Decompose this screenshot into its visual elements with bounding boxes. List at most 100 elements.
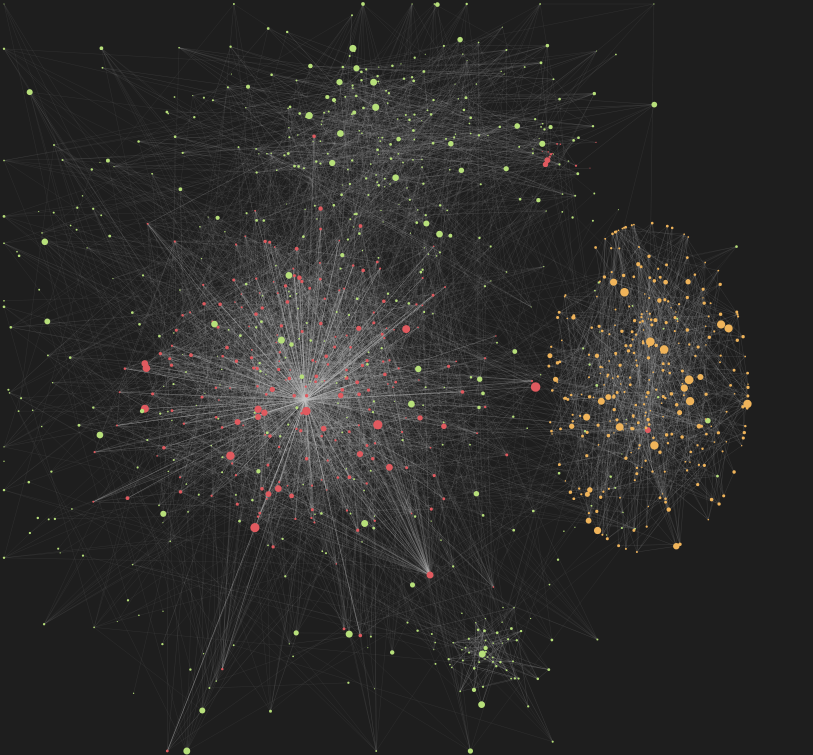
edge xyxy=(254,453,361,528)
edge xyxy=(211,307,242,496)
node xyxy=(286,484,289,487)
edge xyxy=(147,136,315,225)
edge xyxy=(144,361,457,364)
edge xyxy=(163,322,374,449)
edge xyxy=(315,381,350,478)
edge xyxy=(291,360,390,497)
edge xyxy=(259,292,306,401)
edge xyxy=(176,307,242,331)
edge xyxy=(116,386,306,426)
edge xyxy=(321,382,358,480)
edge xyxy=(357,429,648,531)
edge xyxy=(301,331,435,476)
edge xyxy=(219,304,267,499)
node xyxy=(323,379,326,382)
edge xyxy=(254,210,376,521)
edge xyxy=(218,346,335,401)
edge xyxy=(273,281,279,294)
edge xyxy=(326,270,364,490)
edge xyxy=(160,353,407,468)
edge xyxy=(160,353,419,381)
edge xyxy=(266,376,317,395)
edge xyxy=(236,360,360,395)
edge xyxy=(259,292,306,401)
node xyxy=(357,392,361,397)
edge xyxy=(287,301,341,396)
edge xyxy=(237,495,292,505)
edge xyxy=(231,399,306,464)
edge xyxy=(212,321,341,396)
edge xyxy=(264,241,306,401)
edge xyxy=(234,301,327,357)
edge xyxy=(304,399,370,410)
edge xyxy=(311,337,385,486)
edge xyxy=(264,261,378,413)
edge xyxy=(326,361,457,491)
edge xyxy=(360,225,376,444)
edge xyxy=(304,312,374,401)
node xyxy=(356,325,362,331)
edge xyxy=(335,270,364,337)
edge xyxy=(266,394,307,412)
edge xyxy=(219,304,253,351)
edge xyxy=(179,463,233,478)
edge xyxy=(291,290,340,496)
edge xyxy=(94,432,478,453)
edge xyxy=(276,342,384,362)
node xyxy=(231,462,234,465)
edge xyxy=(315,268,381,362)
edge xyxy=(301,281,336,337)
edge xyxy=(266,394,296,519)
edge xyxy=(119,391,378,426)
edge xyxy=(276,342,445,427)
edge xyxy=(272,432,478,548)
edge xyxy=(278,364,329,483)
edge xyxy=(358,394,376,521)
edge xyxy=(304,136,315,401)
node xyxy=(283,284,288,288)
node xyxy=(318,261,321,264)
edge xyxy=(352,265,445,499)
edge xyxy=(257,293,279,408)
node xyxy=(240,306,243,309)
edge xyxy=(167,530,358,752)
edge xyxy=(174,241,263,309)
edge xyxy=(315,357,486,363)
edge xyxy=(171,346,335,366)
edge xyxy=(278,446,292,496)
edge xyxy=(337,360,390,478)
edge xyxy=(476,386,536,434)
edge xyxy=(285,379,403,433)
edge xyxy=(261,409,370,490)
node xyxy=(278,480,281,484)
edge xyxy=(289,378,306,401)
edge xyxy=(215,336,336,388)
edge xyxy=(266,361,280,395)
edge xyxy=(231,301,288,464)
edge xyxy=(257,386,326,430)
node xyxy=(373,420,383,430)
node xyxy=(314,380,317,384)
node xyxy=(248,325,250,328)
edge xyxy=(300,417,421,432)
node xyxy=(310,508,314,512)
edge xyxy=(279,323,321,353)
edge xyxy=(279,268,381,353)
edge xyxy=(179,397,203,478)
edge xyxy=(215,387,375,521)
edge xyxy=(215,225,361,388)
edge xyxy=(290,369,478,434)
edge xyxy=(257,406,359,426)
edge xyxy=(251,357,258,387)
node xyxy=(265,497,268,500)
node xyxy=(168,357,172,361)
edge xyxy=(257,407,263,489)
edge xyxy=(152,285,286,395)
node xyxy=(226,451,235,460)
edge xyxy=(304,399,315,523)
edge xyxy=(278,248,297,448)
edge xyxy=(180,374,386,493)
edge xyxy=(420,386,536,419)
edge xyxy=(304,399,322,437)
edge xyxy=(251,357,312,519)
